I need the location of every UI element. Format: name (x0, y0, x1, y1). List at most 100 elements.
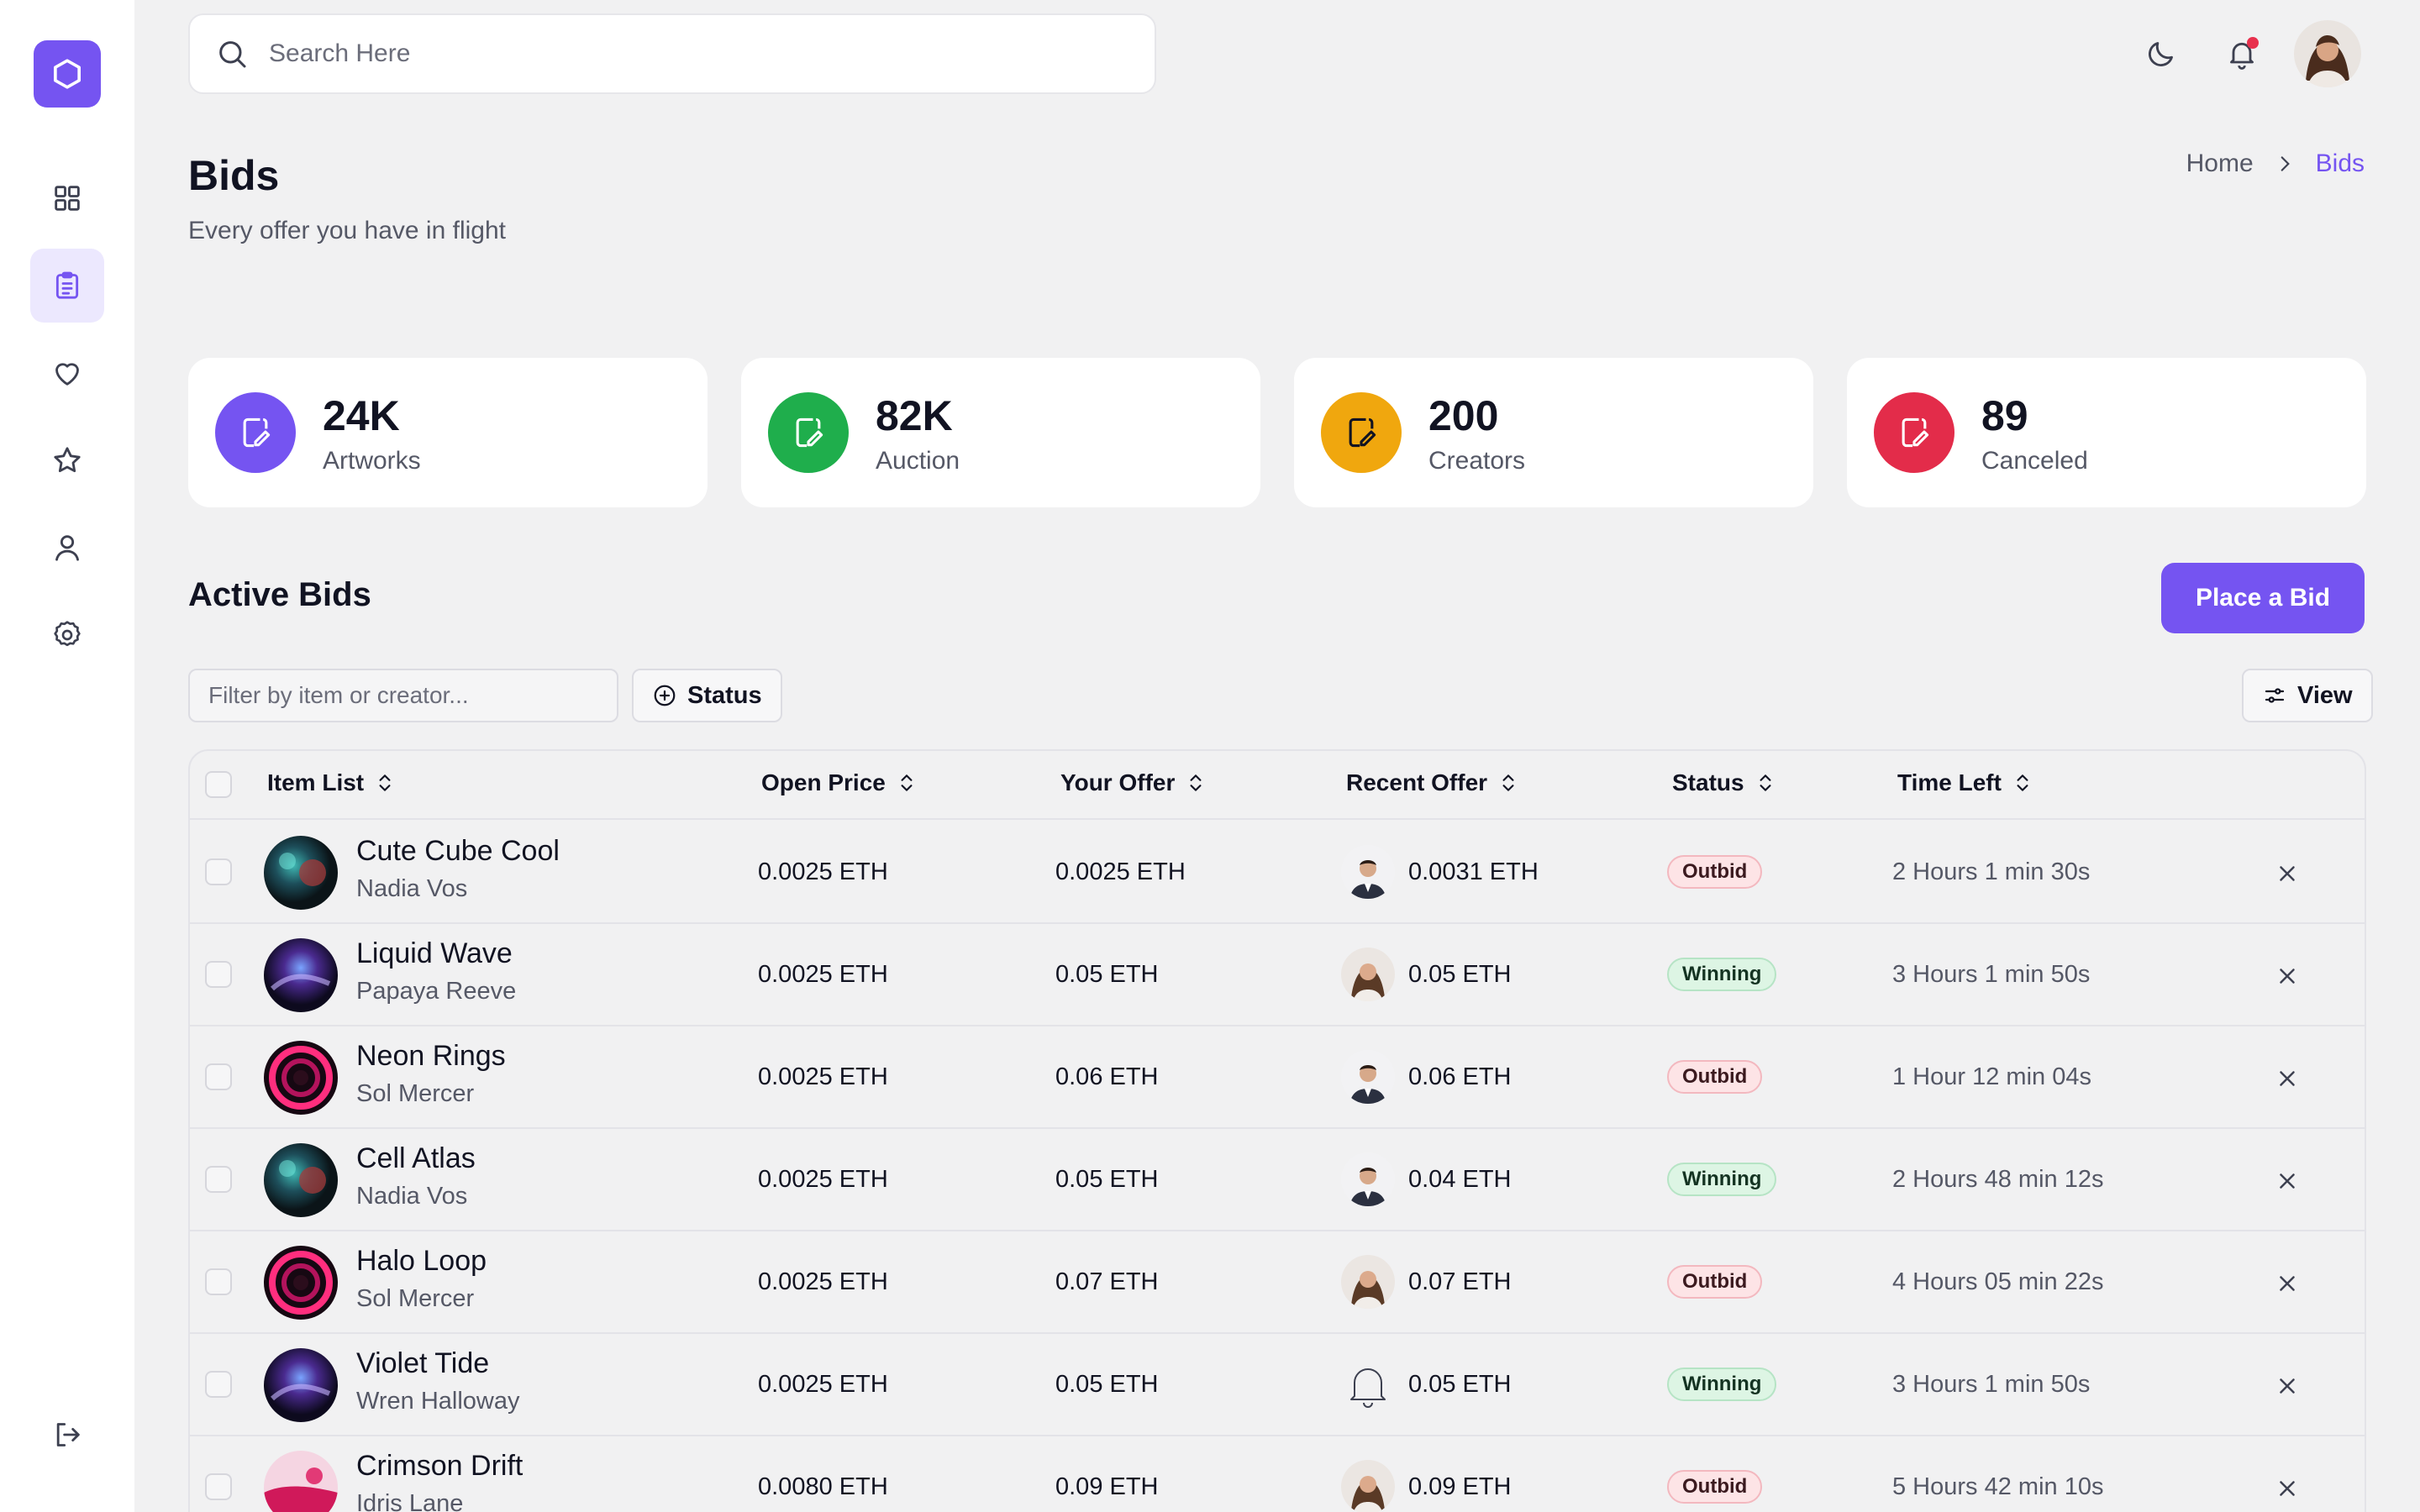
remove-bid-button[interactable] (2270, 1164, 2304, 1198)
your-offer: 0.07 ETH (1055, 1268, 1159, 1295)
status-filter-button[interactable]: Status (632, 669, 782, 722)
user-avatar[interactable] (2294, 20, 2361, 87)
artwork-thumbnail[interactable] (264, 1143, 338, 1217)
filter-input[interactable] (208, 682, 603, 709)
remove-bid-button[interactable] (2270, 959, 2304, 993)
item-name[interactable]: Cute Cube Cool (356, 835, 560, 867)
recent-offer: 0.05 ETH (1408, 961, 1512, 988)
remove-bid-button[interactable] (2270, 857, 2304, 890)
theme-toggle[interactable] (2141, 34, 2181, 74)
item-name[interactable]: Violet Tide (356, 1347, 490, 1379)
item-creator: Idris Lane (356, 1490, 464, 1512)
artwork-thumbnail[interactable] (264, 1451, 338, 1512)
item-name[interactable]: Liquid Wave (356, 937, 513, 969)
remove-bid-button[interactable] (2270, 1062, 2304, 1095)
column-header-time-left[interactable]: Time Left (1897, 769, 2032, 796)
view-options-label: View (2297, 681, 2353, 709)
stat-icon-badge (1874, 392, 1954, 473)
table-row[interactable]: Cute Cube Cool Nadia Vos 0.0025 ETH 0.0025 … (190, 822, 2365, 924)
search-input[interactable] (269, 39, 1025, 68)
table-row[interactable]: Liquid Wave Papaya Reeve 0.0025 ETH 0.05 ET… (190, 924, 2365, 1026)
app-logo[interactable] (34, 40, 101, 108)
breadcrumb-home[interactable]: Home (2186, 150, 2254, 177)
column-header-item[interactable]: Item List (267, 769, 394, 796)
artwork-thumbnail[interactable] (264, 1246, 338, 1320)
row-checkbox[interactable] (205, 1371, 232, 1398)
recent-offer: 0.0031 ETH (1408, 858, 1539, 885)
select-all-checkbox[interactable] (205, 771, 232, 798)
row-checkbox[interactable] (205, 961, 232, 988)
bidder-avatar (1341, 1050, 1395, 1104)
bidder-avatar (1341, 948, 1395, 1001)
row-checkbox[interactable] (205, 1063, 232, 1090)
item-name[interactable]: Halo Loop (356, 1245, 487, 1277)
artwork-thumbnail[interactable] (264, 1041, 338, 1115)
stat-label: Artworks (323, 447, 421, 475)
open-price: 0.0025 ETH (758, 1268, 888, 1295)
table-row[interactable]: Neon Rings Sol Mercer 0.0025 ETH 0.06 ETH 0.… (190, 1026, 2365, 1129)
open-price: 0.0080 ETH (758, 1473, 888, 1500)
table-row[interactable]: Violet Tide Wren Halloway 0.0025 ETH 0.05 E… (190, 1334, 2365, 1436)
artwork-thumbnail[interactable] (264, 836, 338, 910)
nav-settings[interactable] (30, 598, 104, 672)
time-left: 2 Hours 1 min 30s (1892, 858, 2091, 885)
row-checkbox[interactable] (205, 858, 232, 885)
hexagon-logo-icon (53, 59, 81, 89)
stat-card-artworks: 24K Artworks (188, 358, 708, 507)
section-title: Active Bids (188, 576, 371, 613)
artwork-thumbnail[interactable] (264, 938, 338, 1012)
row-checkbox[interactable] (205, 1166, 232, 1193)
bids-table: Item List Open Price Your Offer Recent O… (188, 749, 2366, 1512)
close-icon (2280, 1276, 2295, 1291)
close-icon (2280, 1173, 2295, 1189)
time-left: 1 Hour 12 min 04s (1892, 1063, 2091, 1090)
status-badge: Outbid (1667, 1060, 1763, 1094)
view-options-button[interactable]: View (2242, 669, 2373, 722)
nav-profile[interactable] (30, 511, 104, 585)
nav-starred[interactable] (30, 423, 104, 497)
recent-offer: 0.06 ETH (1408, 1063, 1512, 1090)
nav-dashboard[interactable] (30, 161, 104, 235)
sidebar (0, 0, 134, 1512)
nav-bids[interactable] (30, 249, 104, 323)
table-row[interactable]: Halo Loop Sol Mercer 0.0025 ETH 0.07 ETH 0.0… (190, 1231, 2365, 1334)
row-checkbox[interactable] (205, 1268, 232, 1295)
open-price: 0.0025 ETH (758, 858, 888, 885)
sort-icon (2017, 774, 2028, 791)
remove-bid-button[interactable] (2270, 1369, 2304, 1403)
page-subtitle: Every offer you have in flight (188, 217, 506, 244)
open-price: 0.0025 ETH (758, 1371, 888, 1398)
item-creator: Wren Halloway (356, 1388, 520, 1415)
stat-icon-badge (768, 392, 849, 473)
column-header-your-offer[interactable]: Your Offer (1060, 769, 1205, 796)
notifications-button[interactable] (2222, 34, 2262, 74)
time-left: 2 Hours 48 min 12s (1892, 1166, 2104, 1193)
item-name[interactable]: Crimson Drift (356, 1450, 523, 1482)
column-header-open-price[interactable]: Open Price (761, 769, 916, 796)
close-icon (2280, 1378, 2295, 1394)
artwork-thumbnail[interactable] (264, 1348, 338, 1422)
item-creator: Nadia Vos (356, 875, 468, 902)
table-row[interactable]: Cell Atlas Nadia Vos 0.0025 ETH 0.05 ETH 0.0… (190, 1129, 2365, 1231)
place-bid-button[interactable]: Place a Bid (2161, 563, 2365, 633)
item-name[interactable]: Cell Atlas (356, 1142, 476, 1174)
column-header-status[interactable]: Status (1672, 769, 1775, 796)
row-checkbox[interactable] (205, 1473, 232, 1500)
nav-favorites[interactable] (30, 336, 104, 410)
column-header-recent-offer[interactable]: Recent Offer (1346, 769, 1518, 796)
remove-bid-button[interactable] (2270, 1472, 2304, 1505)
nav-logout[interactable] (30, 1398, 104, 1472)
item-name[interactable]: Neon Rings (356, 1040, 506, 1072)
gear-icon (54, 621, 81, 647)
search-bar[interactable] (188, 13, 1156, 94)
status-badge: Winning (1667, 1163, 1777, 1196)
filter-field[interactable] (188, 669, 618, 722)
remove-bid-button[interactable] (2270, 1267, 2304, 1300)
recent-offer: 0.04 ETH (1408, 1166, 1512, 1193)
table-row[interactable]: Crimson Drift Idris Lane 0.0080 ETH 0.09 ET… (190, 1436, 2365, 1512)
status-badge: Winning (1667, 1368, 1777, 1401)
stat-value: 89 (1981, 392, 2028, 439)
your-offer: 0.0025 ETH (1055, 858, 1186, 885)
recent-offer: 0.07 ETH (1408, 1268, 1512, 1295)
edit-document-icon (796, 417, 823, 448)
